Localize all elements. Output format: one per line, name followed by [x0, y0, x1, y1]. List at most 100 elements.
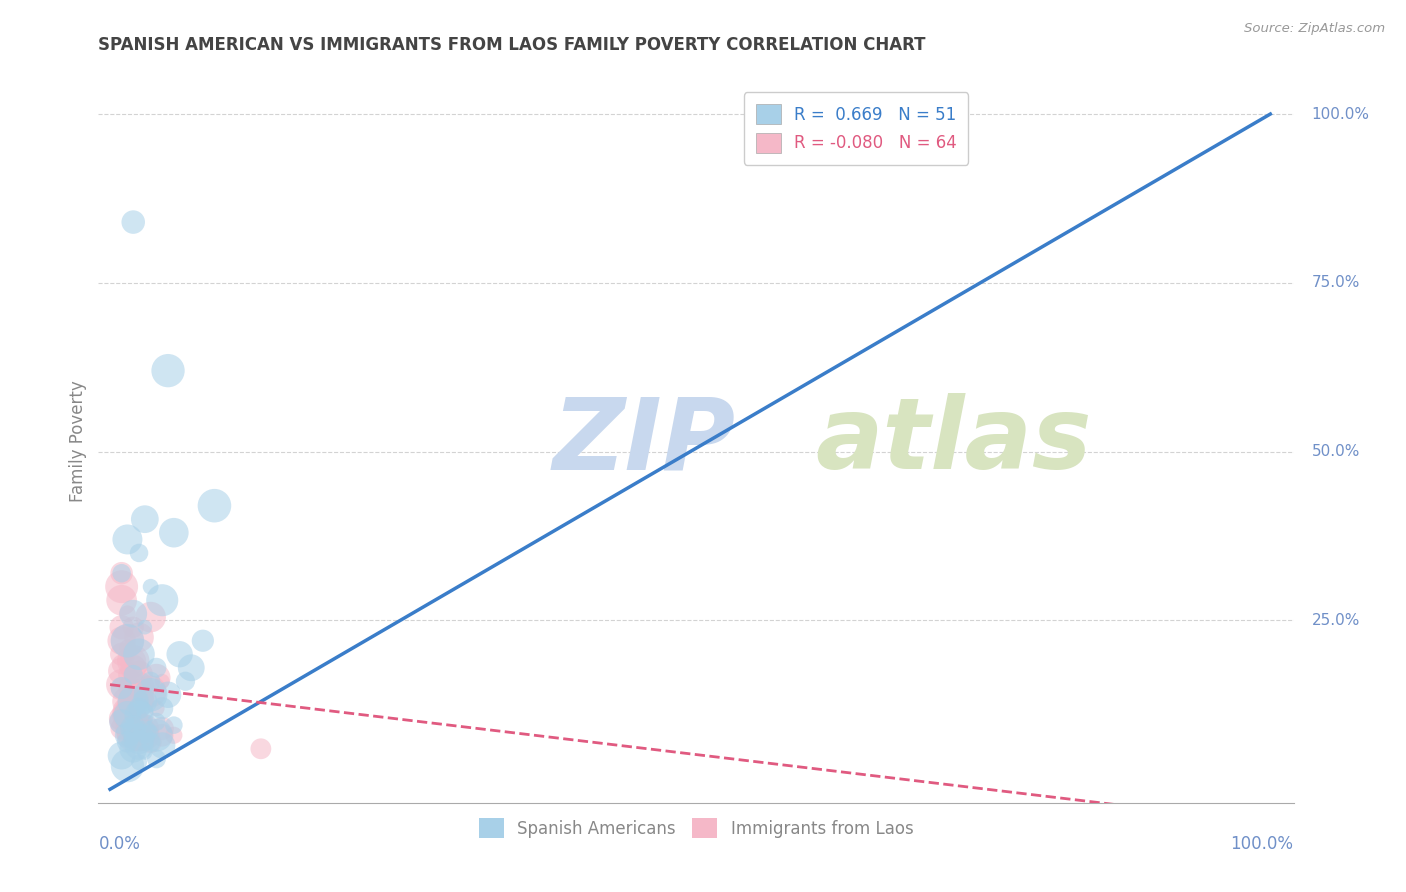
Point — [111, 748, 134, 763]
Point — [117, 708, 139, 723]
Point — [128, 694, 150, 708]
Point — [122, 691, 145, 706]
Point — [111, 681, 134, 695]
Point — [128, 731, 150, 746]
Point — [139, 684, 162, 698]
Point — [150, 674, 173, 689]
Point — [145, 728, 167, 742]
Point — [150, 701, 173, 715]
Point — [122, 654, 145, 668]
Text: 100.0%: 100.0% — [1312, 106, 1369, 121]
Point — [117, 667, 139, 681]
Point — [128, 631, 150, 645]
Point — [117, 640, 139, 655]
Text: atlas: atlas — [815, 393, 1092, 490]
Point — [111, 722, 134, 736]
Text: 75.0%: 75.0% — [1312, 276, 1360, 291]
Point — [128, 701, 150, 715]
Point — [128, 722, 150, 736]
Point — [139, 735, 162, 749]
Point — [180, 661, 202, 675]
Point — [134, 705, 156, 719]
Point — [122, 718, 145, 732]
Point — [157, 688, 180, 702]
Point — [122, 215, 145, 229]
Point — [122, 681, 145, 695]
Point — [139, 735, 162, 749]
Point — [117, 735, 139, 749]
Point — [117, 698, 139, 712]
Legend: Spanish Americans, Immigrants from Laos: Spanish Americans, Immigrants from Laos — [472, 812, 920, 845]
Point — [117, 705, 139, 719]
Point — [169, 647, 191, 661]
Point — [122, 694, 145, 708]
Point — [117, 694, 139, 708]
Point — [163, 525, 186, 540]
Point — [145, 752, 167, 766]
Point — [128, 647, 150, 661]
Point — [117, 728, 139, 742]
Point — [134, 731, 156, 746]
Point — [111, 681, 134, 695]
Point — [139, 688, 162, 702]
Point — [145, 661, 167, 675]
Point — [134, 694, 156, 708]
Point — [111, 633, 134, 648]
Point — [128, 667, 150, 681]
Point — [139, 725, 162, 739]
Text: ZIP: ZIP — [553, 393, 735, 490]
Point — [117, 633, 139, 648]
Point — [134, 722, 156, 736]
Point — [150, 728, 173, 742]
Point — [122, 694, 145, 708]
Text: SPANISH AMERICAN VS IMMIGRANTS FROM LAOS FAMILY POVERTY CORRELATION CHART: SPANISH AMERICAN VS IMMIGRANTS FROM LAOS… — [98, 36, 927, 54]
Point — [111, 593, 134, 607]
Point — [111, 657, 134, 672]
Text: 0.0%: 0.0% — [98, 835, 141, 854]
Point — [145, 714, 167, 729]
Point — [134, 728, 156, 742]
Point — [150, 739, 173, 753]
Point — [128, 722, 150, 736]
Point — [163, 718, 186, 732]
Point — [128, 688, 150, 702]
Point — [174, 674, 197, 689]
Point — [139, 674, 162, 689]
Point — [128, 708, 150, 723]
Point — [111, 664, 134, 678]
Point — [117, 708, 139, 723]
Point — [157, 364, 180, 378]
Point — [139, 610, 162, 624]
Point — [122, 722, 145, 736]
Point — [128, 711, 150, 725]
Point — [128, 756, 150, 770]
Point — [150, 722, 173, 736]
Point — [139, 580, 162, 594]
Point — [163, 728, 186, 742]
Point — [117, 533, 139, 547]
Text: 50.0%: 50.0% — [1312, 444, 1360, 459]
Point — [122, 741, 145, 756]
Point — [128, 728, 150, 742]
Y-axis label: Family Poverty: Family Poverty — [69, 381, 87, 502]
Text: 25.0%: 25.0% — [1312, 613, 1360, 628]
Point — [122, 654, 145, 668]
Point — [117, 714, 139, 729]
Point — [117, 722, 139, 736]
Point — [150, 593, 173, 607]
Point — [128, 681, 150, 695]
Point — [117, 758, 139, 772]
Text: 100.0%: 100.0% — [1230, 835, 1294, 854]
Point — [122, 620, 145, 634]
Point — [204, 499, 226, 513]
Point — [117, 701, 139, 715]
Point — [111, 566, 134, 581]
Point — [145, 701, 167, 715]
Point — [128, 739, 150, 753]
Point — [128, 708, 150, 723]
Text: Source: ZipAtlas.com: Source: ZipAtlas.com — [1244, 22, 1385, 36]
Point — [128, 688, 150, 702]
Point — [122, 728, 145, 742]
Point — [128, 546, 150, 560]
Point — [122, 714, 145, 729]
